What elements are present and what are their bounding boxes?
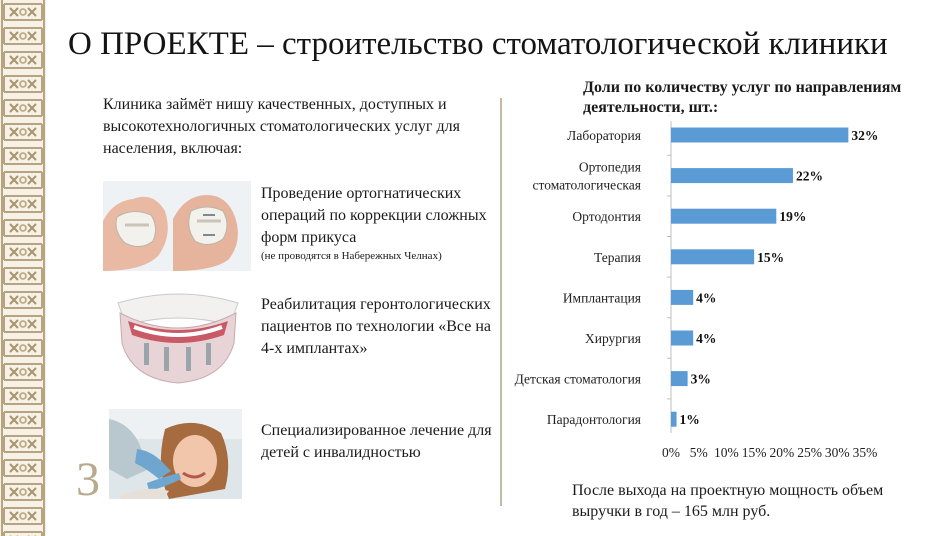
chart-data-label: 15% bbox=[757, 250, 784, 265]
vertical-divider bbox=[500, 98, 502, 506]
chart-category-label: Имплантация bbox=[563, 290, 641, 305]
chart-data-label: 32% bbox=[851, 128, 878, 143]
chart-x-tick-label: 5% bbox=[690, 445, 708, 460]
decorative-border bbox=[0, 0, 46, 536]
revenue-footnote: После выхода на проектную мощность объем… bbox=[572, 482, 884, 520]
jaw-surgery-illustration bbox=[103, 181, 251, 271]
chart-x-tick-label: 20% bbox=[769, 445, 794, 460]
child-dental-treatment-photo bbox=[109, 409, 242, 499]
item-orthognathic-text: Проведение ортогнатических операций по к… bbox=[261, 185, 487, 246]
intro-text: Клиника займёт нишу качественных, доступ… bbox=[103, 96, 460, 157]
chart-bar bbox=[671, 249, 755, 265]
chart-x-tick-label: 15% bbox=[742, 445, 767, 460]
item-all-on-4-text: Реабилитация геронтологических пациентов… bbox=[261, 296, 491, 357]
item-all-on-4: Реабилитация геронтологических пациентов… bbox=[261, 294, 501, 360]
item-children-text: Специализированное лечение для детей с и… bbox=[261, 422, 492, 461]
chart-x-tick-label: 30% bbox=[825, 445, 850, 460]
chart-data-label: 3% bbox=[691, 372, 711, 387]
chart-x-tick-label: 0% bbox=[662, 445, 680, 460]
chart-data-label: 4% bbox=[696, 331, 716, 346]
services-bar-chart: Лаборатория 32% Ортопедия стоматологическая… bbox=[515, 115, 878, 460]
page-number: 3 bbox=[76, 453, 100, 506]
chart-data-label: 1% bbox=[680, 412, 700, 427]
chart-category-label: Терапия bbox=[594, 250, 641, 265]
chart-data-label: 22% bbox=[796, 169, 823, 184]
chart-category-label: Хирургия bbox=[585, 331, 641, 346]
item-children: Специализированное лечение для детей с и… bbox=[261, 420, 501, 464]
chart-title: Доли по количеству услуг по направлениям… bbox=[583, 79, 902, 116]
all-on-4-implant-illustration bbox=[112, 283, 244, 393]
chart-category-label: Парадонтология bbox=[547, 412, 641, 427]
chart-bar bbox=[671, 127, 849, 143]
item-orthognathic: Проведение ортогнатических операций по к… bbox=[261, 183, 501, 263]
chart-bar bbox=[671, 371, 688, 387]
chart-bar bbox=[671, 289, 694, 305]
chart-x-tick-label: 10% bbox=[714, 445, 739, 460]
chart-data-label: 19% bbox=[779, 209, 806, 224]
page-title: О ПРОЕКТЕ – строительство стоматологичес… bbox=[68, 26, 888, 62]
chart-x-tick-label: 25% bbox=[797, 445, 822, 460]
chart-bar bbox=[671, 208, 777, 224]
chart-category-label: Детская стоматология bbox=[515, 372, 641, 387]
chart-bar bbox=[671, 330, 694, 346]
chart-category-label: Лаборатория bbox=[567, 128, 641, 143]
chart-data-label: 4% bbox=[696, 290, 716, 305]
item-orthognathic-note: (не проводятся в Набережных Челнах) bbox=[261, 250, 442, 262]
chart-x-tick-label: 35% bbox=[853, 445, 878, 460]
chart-bar bbox=[671, 168, 793, 184]
chart-category-label: Ортодонтия bbox=[572, 209, 641, 224]
chart-category-label: Ортопедия стоматологическая bbox=[532, 160, 641, 193]
chart-bar bbox=[671, 411, 677, 427]
